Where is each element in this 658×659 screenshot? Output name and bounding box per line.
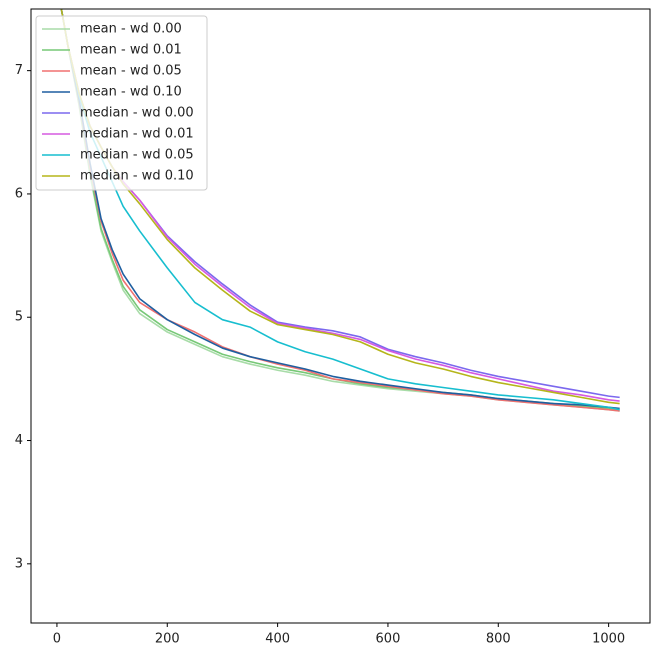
- axes-frame: [30, 8, 651, 624]
- legend-label: mean - wd 0.05: [80, 64, 182, 79]
- legend-label: mean - wd 0.00: [80, 22, 182, 37]
- legend-label: mean - wd 0.10: [80, 85, 182, 100]
- legend-label: median - wd 0.00: [80, 106, 194, 121]
- x-tick-label: 400: [265, 632, 290, 647]
- y-tick-label: 5: [15, 310, 23, 325]
- y-tick-label: 4: [15, 433, 23, 448]
- y-tick-label: 3: [15, 556, 23, 571]
- legend-label: median - wd 0.01: [80, 127, 194, 142]
- legend-label: mean - wd 0.01: [80, 43, 182, 58]
- legend-box: [35, 15, 208, 191]
- x-tick-label: 0: [53, 632, 61, 647]
- x-tick-label: 600: [376, 632, 401, 647]
- y-tick-label: 7: [15, 63, 23, 78]
- x-tick-label: 1000: [592, 632, 625, 647]
- legend-label: median - wd 0.05: [80, 148, 194, 163]
- x-tick-label: 800: [486, 632, 511, 647]
- series-line: [60, 9, 620, 410]
- y-tick-label: 6: [15, 186, 23, 201]
- x-tick-label: 200: [155, 632, 180, 647]
- series-line: [60, 9, 620, 412]
- legend-label: median - wd 0.10: [80, 169, 194, 184]
